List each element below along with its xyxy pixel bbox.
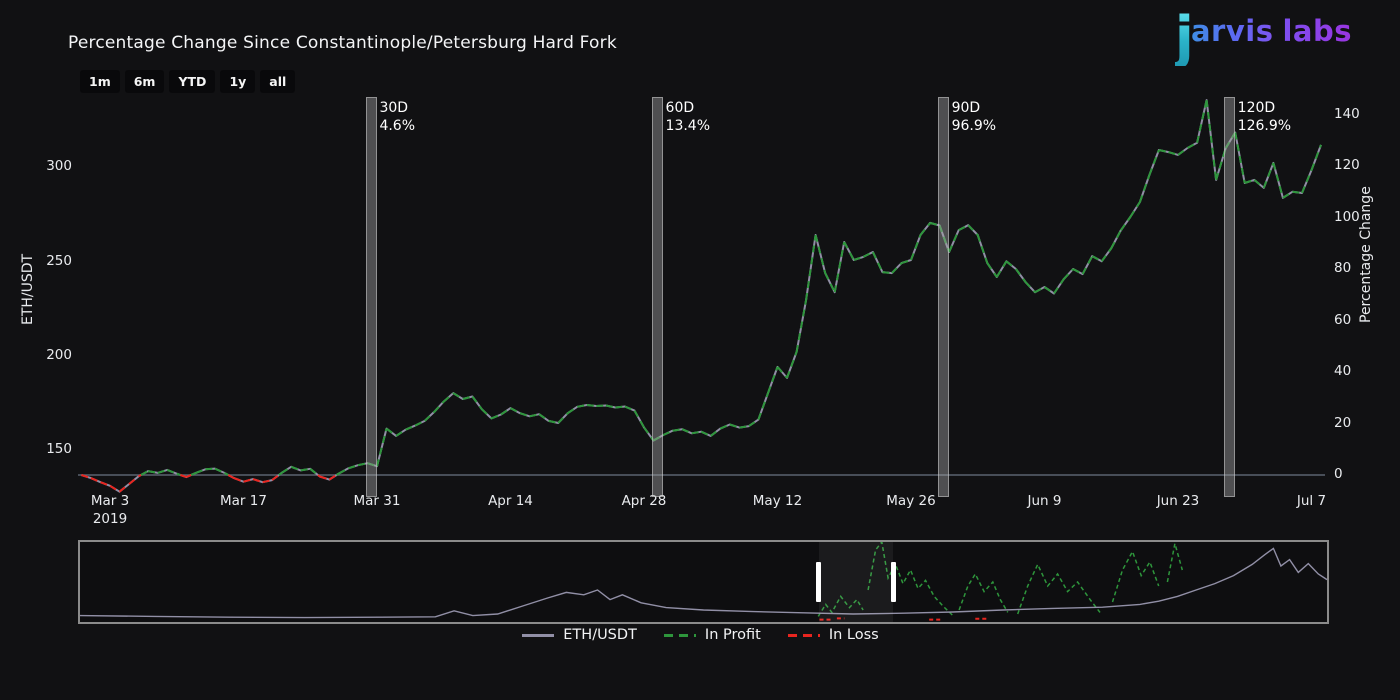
milestone-bar <box>652 97 664 497</box>
right-axis-tick-label: 0 <box>1334 466 1343 482</box>
logo-j-letter: j <box>1174 5 1194 70</box>
marker-annotation-30d: 30D 4.6% <box>379 100 415 135</box>
right-axis-tick-label: 120 <box>1334 157 1360 173</box>
x-axis-tick-label: Mar 3 2019 <box>68 493 152 527</box>
range-selector: 1m 6m YTD 1y all <box>80 70 296 93</box>
legend-label: In Profit <box>704 627 761 643</box>
logo-labs-text: labs <box>1282 14 1352 48</box>
range-button-6m[interactable]: 6m <box>124 70 165 93</box>
right-axis-tick-label: 20 <box>1334 414 1352 431</box>
range-slider-selection[interactable] <box>818 542 894 622</box>
x-axis-tick-label: May 26 <box>869 493 953 509</box>
x-axis-tick-label: Jun 9 <box>1002 493 1086 509</box>
range-slider-handle-right[interactable] <box>890 562 896 602</box>
x-axis-year-label: 2019 <box>92 511 128 527</box>
marker-value: 126.9% <box>1237 117 1292 134</box>
range-slider[interactable] <box>78 540 1329 624</box>
x-axis-tick-text: Apr 28 <box>621 493 667 509</box>
marker-annotation-90d: 90D 96.9% <box>952 100 996 135</box>
range-button-1y[interactable]: 1y <box>220 70 256 93</box>
x-axis-tick-label: Mar 17 <box>201 493 285 509</box>
range-slider-canvas <box>80 542 1327 621</box>
range-button-all[interactable]: all <box>260 70 296 93</box>
x-axis-tick-text: Apr 14 <box>488 493 533 509</box>
range-button-1m[interactable]: 1m <box>80 70 120 93</box>
marker-label: 60D <box>665 100 695 116</box>
right-axis-tick-label: 100 <box>1334 208 1360 225</box>
right-axis-tick-label: 140 <box>1334 105 1360 122</box>
x-axis-tick-text: Jul 7 <box>1296 493 1327 509</box>
x-axis-tick-text: May 12 <box>752 493 803 509</box>
legend-item-in-profit[interactable]: In Profit <box>663 627 761 643</box>
marker-label: 120D <box>1237 100 1276 116</box>
legend-swatch-profit <box>663 633 696 637</box>
legend-label: ETH/USDT <box>563 627 637 643</box>
right-axis-tick-label: 40 <box>1334 363 1352 379</box>
legend-label: In Loss <box>828 627 879 643</box>
marker-label: 90D <box>951 100 981 116</box>
x-axis-tick-label: Apr 28 <box>602 493 686 509</box>
legend-item-ethusdt[interactable]: ETH/USDT <box>521 627 637 643</box>
left-axis-tick-label: 300 <box>46 158 72 175</box>
logo-arvis-text: arvis <box>1190 14 1274 48</box>
x-axis-tick-label: Jun 23 <box>1136 493 1220 509</box>
x-axis-tick-text: Mar 17 <box>220 493 267 509</box>
x-axis-tick-text: Jun 23 <box>1156 493 1200 509</box>
left-axis-tick-label: 250 <box>46 252 72 269</box>
x-axis-tick-text: May 26 <box>886 493 936 509</box>
x-axis-tick-label: Apr 14 <box>468 493 552 509</box>
marker-value: 4.6% <box>379 117 416 134</box>
left-axis-tick-label: 150 <box>46 440 72 457</box>
jarvis-labs-logo: j arvis labs <box>1175 10 1352 66</box>
x-axis-tick-label: Jul 7 <box>1269 493 1353 509</box>
milestone-bar <box>365 97 377 497</box>
legend-item-in-loss[interactable]: In Loss <box>787 627 879 643</box>
x-axis-tick-text: Mar 3 <box>90 493 130 509</box>
milestone-bar <box>1224 97 1236 497</box>
marker-annotation-60d: 60D 13.4% <box>666 100 710 135</box>
marker-label: 30D <box>379 100 409 116</box>
marker-annotation-120d: 120D 126.9% <box>1238 100 1291 135</box>
x-axis-tick-text: Jun 9 <box>1027 493 1062 509</box>
x-axis-tick-text: Mar 31 <box>353 493 401 509</box>
right-axis-tick-label: 60 <box>1334 311 1352 328</box>
x-axis-tick-label: Mar 31 <box>335 493 419 509</box>
right-axis-tick-label: 80 <box>1334 260 1352 276</box>
range-button-ytd[interactable]: YTD <box>169 70 216 93</box>
legend: ETH/USDT In Profit In Loss <box>0 627 1400 643</box>
marker-value: 96.9% <box>951 117 997 134</box>
chart-title: Percentage Change Since Constantinople/P… <box>68 33 617 53</box>
x-axis-tick-label: May 12 <box>735 493 819 509</box>
legend-swatch-line <box>522 633 555 637</box>
range-slider-handle-left[interactable] <box>816 562 822 602</box>
marker-value: 13.4% <box>665 117 711 134</box>
milestone-bar <box>938 97 950 497</box>
legend-swatch-loss <box>787 633 820 637</box>
left-axis-tick-label: 200 <box>46 346 72 363</box>
